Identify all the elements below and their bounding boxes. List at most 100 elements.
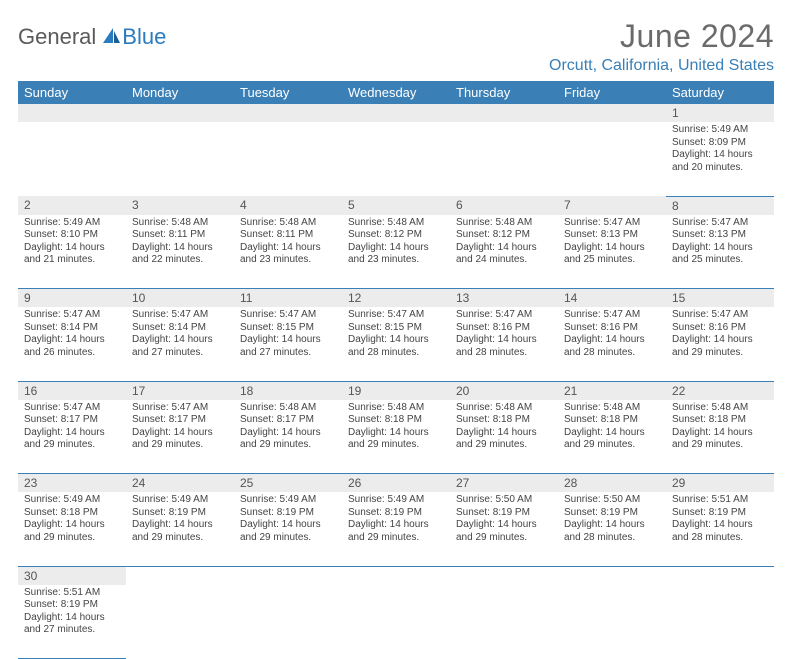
day-number-row: 30 <box>18 566 774 585</box>
daylight-text: and 29 minutes. <box>348 532 444 545</box>
daylight-text: Daylight: 14 hours <box>24 242 120 255</box>
sunset-text: Sunset: 8:19 PM <box>672 507 768 520</box>
sunrise-text: Sunrise: 5:47 AM <box>672 217 768 230</box>
daylight-text: and 29 minutes. <box>456 439 552 452</box>
day-number-cell <box>234 104 342 122</box>
daylight-text: Daylight: 14 hours <box>348 334 444 347</box>
daylight-text: Daylight: 14 hours <box>132 242 228 255</box>
daylight-text: and 29 minutes. <box>672 439 768 452</box>
day-number-cell: 28 <box>558 474 666 493</box>
daylight-text: Daylight: 14 hours <box>672 519 768 532</box>
day-number-cell: 10 <box>126 289 234 308</box>
daylight-text: and 29 minutes. <box>24 439 120 452</box>
daylight-text: and 29 minutes. <box>24 532 120 545</box>
day-number-cell: 7 <box>558 196 666 215</box>
day-number-cell: 12 <box>342 289 450 308</box>
daylight-text: and 22 minutes. <box>132 254 228 267</box>
daylight-text: and 27 minutes. <box>240 347 336 360</box>
sunrise-text: Sunrise: 5:48 AM <box>456 402 552 415</box>
daylight-text: and 23 minutes. <box>240 254 336 267</box>
day-detail-cell: Sunrise: 5:50 AMSunset: 8:19 PMDaylight:… <box>450 492 558 566</box>
day-number-cell: 30 <box>18 566 126 585</box>
day-detail-cell: Sunrise: 5:47 AMSunset: 8:15 PMDaylight:… <box>342 307 450 381</box>
day-detail-cell <box>666 585 774 659</box>
daylight-text: and 28 minutes. <box>672 532 768 545</box>
day-number-cell <box>558 566 666 585</box>
day-detail-cell: Sunrise: 5:48 AMSunset: 8:18 PMDaylight:… <box>558 400 666 474</box>
day-number-cell: 16 <box>18 381 126 400</box>
day-number-cell: 20 <box>450 381 558 400</box>
sunset-text: Sunset: 8:18 PM <box>564 414 660 427</box>
weekday-header: Saturday <box>666 81 774 104</box>
daylight-text: and 27 minutes. <box>132 347 228 360</box>
daylight-text: and 26 minutes. <box>24 347 120 360</box>
day-number-cell <box>126 566 234 585</box>
sunset-text: Sunset: 8:16 PM <box>456 322 552 335</box>
day-number-cell: 26 <box>342 474 450 493</box>
sunset-text: Sunset: 8:18 PM <box>24 507 120 520</box>
day-detail-cell: Sunrise: 5:48 AMSunset: 8:12 PMDaylight:… <box>342 215 450 289</box>
logo-text-general: General <box>18 24 96 50</box>
daylight-text: Daylight: 14 hours <box>456 334 552 347</box>
day-detail-cell <box>234 122 342 196</box>
day-detail-cell <box>342 122 450 196</box>
day-detail-cell: Sunrise: 5:49 AMSunset: 8:09 PMDaylight:… <box>666 122 774 196</box>
day-detail-row: Sunrise: 5:49 AMSunset: 8:09 PMDaylight:… <box>18 122 774 196</box>
sunset-text: Sunset: 8:18 PM <box>672 414 768 427</box>
day-detail-row: Sunrise: 5:51 AMSunset: 8:19 PMDaylight:… <box>18 585 774 659</box>
sunrise-text: Sunrise: 5:49 AM <box>672 124 768 137</box>
sunset-text: Sunset: 8:18 PM <box>348 414 444 427</box>
day-number-cell: 11 <box>234 289 342 308</box>
day-number-cell <box>450 566 558 585</box>
daylight-text: and 28 minutes. <box>564 532 660 545</box>
day-number-cell: 9 <box>18 289 126 308</box>
day-detail-cell: Sunrise: 5:51 AMSunset: 8:19 PMDaylight:… <box>666 492 774 566</box>
daylight-text: Daylight: 14 hours <box>240 427 336 440</box>
sunrise-text: Sunrise: 5:48 AM <box>348 402 444 415</box>
daylight-text: and 25 minutes. <box>564 254 660 267</box>
calendar-table: Sunday Monday Tuesday Wednesday Thursday… <box>18 81 774 659</box>
sunset-text: Sunset: 8:19 PM <box>348 507 444 520</box>
day-detail-cell: Sunrise: 5:51 AMSunset: 8:19 PMDaylight:… <box>18 585 126 659</box>
daylight-text: and 29 minutes. <box>132 439 228 452</box>
day-detail-cell: Sunrise: 5:47 AMSunset: 8:17 PMDaylight:… <box>126 400 234 474</box>
sunrise-text: Sunrise: 5:47 AM <box>564 217 660 230</box>
sunset-text: Sunset: 8:16 PM <box>564 322 660 335</box>
weekday-header: Sunday <box>18 81 126 104</box>
sunrise-text: Sunrise: 5:48 AM <box>456 217 552 230</box>
day-number-row: 2345678 <box>18 196 774 215</box>
daylight-text: Daylight: 14 hours <box>24 612 120 625</box>
day-detail-cell: Sunrise: 5:47 AMSunset: 8:16 PMDaylight:… <box>450 307 558 381</box>
sunrise-text: Sunrise: 5:47 AM <box>24 402 120 415</box>
daylight-text: Daylight: 14 hours <box>456 427 552 440</box>
sunrise-text: Sunrise: 5:47 AM <box>348 309 444 322</box>
weekday-header: Wednesday <box>342 81 450 104</box>
daylight-text: Daylight: 14 hours <box>672 242 768 255</box>
day-detail-cell: Sunrise: 5:48 AMSunset: 8:11 PMDaylight:… <box>126 215 234 289</box>
daylight-text: and 29 minutes. <box>240 532 336 545</box>
day-detail-cell: Sunrise: 5:48 AMSunset: 8:18 PMDaylight:… <box>666 400 774 474</box>
location-label: Orcutt, California, United States <box>549 57 774 75</box>
daylight-text: Daylight: 14 hours <box>564 427 660 440</box>
sunrise-text: Sunrise: 5:48 AM <box>672 402 768 415</box>
daylight-text: Daylight: 14 hours <box>132 519 228 532</box>
daylight-text: Daylight: 14 hours <box>240 334 336 347</box>
day-detail-row: Sunrise: 5:49 AMSunset: 8:10 PMDaylight:… <box>18 215 774 289</box>
daylight-text: Daylight: 14 hours <box>132 334 228 347</box>
sunrise-text: Sunrise: 5:49 AM <box>240 494 336 507</box>
day-detail-cell: Sunrise: 5:48 AMSunset: 8:18 PMDaylight:… <box>342 400 450 474</box>
day-number-cell: 18 <box>234 381 342 400</box>
day-number-cell: 8 <box>666 196 774 215</box>
daylight-text: Daylight: 14 hours <box>24 427 120 440</box>
day-detail-cell: Sunrise: 5:47 AMSunset: 8:14 PMDaylight:… <box>18 307 126 381</box>
day-number-cell: 2 <box>18 196 126 215</box>
day-detail-cell: Sunrise: 5:47 AMSunset: 8:15 PMDaylight:… <box>234 307 342 381</box>
day-detail-cell: Sunrise: 5:49 AMSunset: 8:19 PMDaylight:… <box>234 492 342 566</box>
day-detail-cell: Sunrise: 5:50 AMSunset: 8:19 PMDaylight:… <box>558 492 666 566</box>
logo-sail-icon <box>100 26 122 51</box>
daylight-text: and 21 minutes. <box>24 254 120 267</box>
day-detail-cell: Sunrise: 5:48 AMSunset: 8:12 PMDaylight:… <box>450 215 558 289</box>
daylight-text: and 28 minutes. <box>456 347 552 360</box>
day-detail-row: Sunrise: 5:49 AM Sunset: 8:18 PM Daylight:… <box>18 492 774 566</box>
daylight-text: Daylight: 14 hours <box>456 519 552 532</box>
